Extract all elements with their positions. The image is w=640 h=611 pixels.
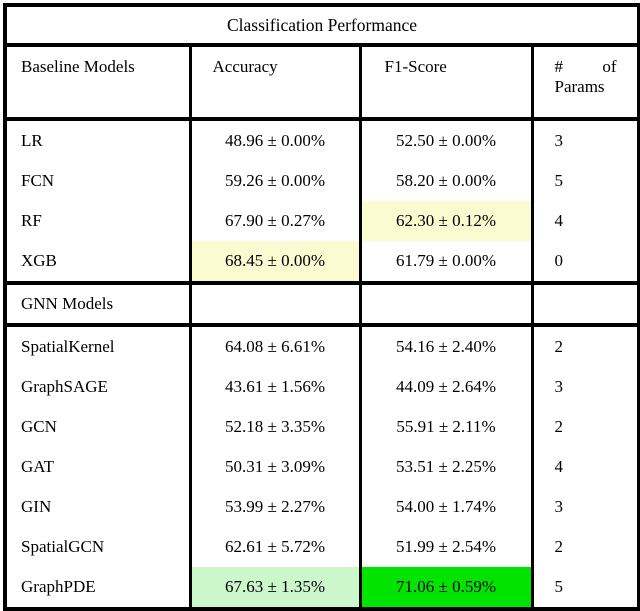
table-header-row: Baseline Models Accuracy F1-Score # of P… (5, 45, 640, 121)
gnn-section-row: GNN Models (5, 281, 640, 327)
table-row-graphpde: GraphPDE 67.63 ± 1.35% 71.06 ± 0.59% 5 (5, 567, 640, 609)
model-cell: GraphPDE (21, 577, 96, 596)
table-row-gat: GAT 50.31 ± 3.09% 53.51 ± 2.25% 4 (5, 447, 640, 487)
model-cell: RF (21, 211, 42, 230)
params-cell: 5 (530, 567, 640, 609)
accuracy-cell: 67.90 ± 0.27% (188, 201, 360, 241)
accuracy-cell-highlighted: 67.63 ± 1.35% (188, 567, 360, 609)
table-row-lr: LR 48.96 ± 0.00% 52.50 ± 0.00% 3 (5, 119, 640, 161)
table-title: Classification Performance (5, 5, 640, 47)
empty-cell (530, 281, 640, 327)
model-cell: XGB (5, 241, 190, 285)
classification-performance-table: Classification Performance Baseline Mode… (3, 3, 640, 611)
accuracy-cell: 59.26 ± 0.00% (188, 161, 360, 201)
params-cell: 2 (530, 407, 640, 447)
model-cell: GAT (21, 457, 55, 476)
accuracy-cell: 53.99 ± 2.27% (188, 487, 360, 527)
f1-cell: 61.79 ± 0.00% (358, 241, 532, 285)
model-cell: LR (21, 131, 43, 150)
table-row-gin: GIN 53.99 ± 2.27% 54.00 ± 1.74% 3 (5, 487, 640, 527)
table-row-graphsage: GraphSAGE 43.61 ± 1.56% 44.09 ± 2.64% 3 (5, 367, 640, 407)
accuracy-cell: 62.61 ± 5.72% (188, 527, 360, 567)
f1-cell: 54.00 ± 1.74% (358, 487, 532, 527)
f1-cell: 58.20 ± 0.00% (358, 161, 532, 201)
model-cell: GIN (21, 497, 52, 516)
f1-cell-highlighted: 62.30 ± 0.12% (358, 201, 532, 241)
header-accuracy: Accuracy (188, 45, 360, 121)
f1-cell: 54.16 ± 2.40% (358, 325, 532, 367)
f1-cell: 52.50 ± 0.00% (358, 119, 532, 161)
f1-cell: 55.91 ± 2.11% (358, 407, 532, 447)
params-cell: 2 (530, 527, 640, 567)
params-cell: 3 (530, 367, 640, 407)
table-row-spatialgcn: SpatialGCN 62.61 ± 5.72% 51.99 ± 2.54% 2 (5, 527, 640, 567)
accuracy-cell: 50.31 ± 3.09% (188, 447, 360, 487)
params-cell: 5 (530, 161, 640, 201)
params-cell: 4 (530, 201, 640, 241)
model-cell: GCN (21, 417, 57, 436)
model-cell: GraphSAGE (21, 377, 108, 396)
table-row-fcn: FCN 59.26 ± 0.00% 58.20 ± 0.00% 5 (5, 161, 640, 201)
gnn-section-label: GNN Models (5, 281, 190, 327)
header-num-params: # of Params (530, 45, 640, 121)
empty-cell (358, 281, 532, 327)
table-title-row: Classification Performance (5, 5, 640, 47)
accuracy-cell: 64.08 ± 6.61% (188, 325, 360, 367)
f1-cell: 53.51 ± 2.25% (358, 447, 532, 487)
accuracy-cell: 48.96 ± 0.00% (188, 119, 360, 161)
accuracy-cell-highlighted: 68.45 ± 0.00% (188, 241, 360, 285)
model-cell: SpatialKernel (21, 337, 115, 356)
header-num-params-line1: # of (555, 57, 617, 77)
f1-cell: 44.09 ± 2.64% (358, 367, 532, 407)
params-cell: 2 (530, 325, 640, 367)
header-hash: # (554, 57, 564, 76)
params-cell: 4 (530, 447, 640, 487)
header-of: of (602, 57, 617, 76)
params-cell: 3 (530, 119, 640, 161)
accuracy-cell: 43.61 ± 1.56% (188, 367, 360, 407)
header-params-line2: Params (554, 77, 605, 96)
table-row-gcn: GCN 52.18 ± 3.35% 55.91 ± 2.11% 2 (5, 407, 640, 447)
accuracy-cell: 52.18 ± 3.35% (188, 407, 360, 447)
params-cell: 3 (530, 487, 640, 527)
empty-cell (188, 281, 360, 327)
table-row-spatialkernel: SpatialKernel 64.08 ± 6.61% 54.16 ± 2.40… (5, 325, 640, 367)
model-cell: FCN (21, 171, 55, 190)
table-row-rf: RF 67.90 ± 0.27% 62.30 ± 0.12% 4 (5, 201, 640, 241)
f1-cell-highlighted: 71.06 ± 0.59% (358, 567, 532, 609)
model-cell: SpatialGCN (21, 537, 105, 556)
header-baseline-models: Baseline Models (5, 45, 190, 121)
header-f1-score: F1-Score (358, 45, 532, 121)
params-cell: 0 (530, 241, 640, 285)
table-row-xgb: XGB 68.45 ± 0.00% 61.79 ± 0.00% 0 (5, 241, 640, 285)
f1-cell: 51.99 ± 2.54% (358, 527, 532, 567)
